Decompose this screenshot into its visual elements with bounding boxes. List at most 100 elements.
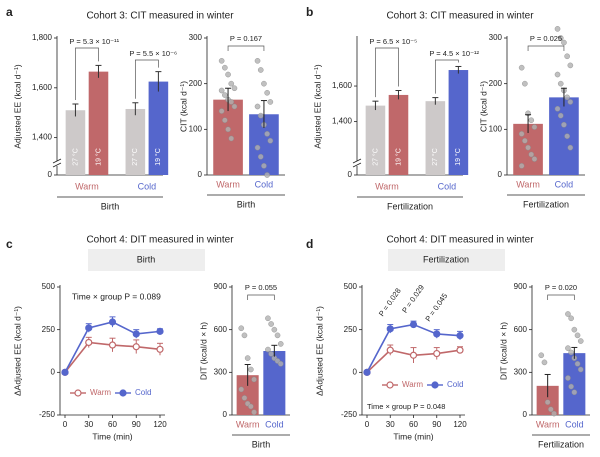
data-point (257, 153, 264, 160)
significance-bracket (134, 59, 159, 99)
y-tick-label: 100 (489, 124, 503, 133)
series-marker (108, 341, 117, 349)
data-point (265, 346, 271, 353)
series-marker (85, 324, 93, 332)
data-point (522, 137, 528, 144)
annotation: P = 5.5 × 10⁻⁶ (129, 49, 177, 58)
series-marker (132, 343, 140, 351)
axis-break (353, 161, 361, 166)
data-point (531, 156, 538, 162)
legend-label: Cold (447, 380, 463, 389)
bar (213, 99, 243, 175)
data-point (218, 108, 225, 114)
data-point (257, 112, 264, 119)
y-tick-label: 900 (514, 282, 528, 291)
y-tick-label: 1,600 (32, 83, 53, 92)
panel-title: Cohort 3: CIT measured in winter (86, 11, 234, 22)
data-point (218, 87, 225, 94)
axis-break-mark (52, 162, 62, 168)
y-tick-label: 100 (189, 124, 203, 133)
bar (148, 81, 169, 175)
data-point (548, 406, 554, 413)
series-marker (409, 351, 418, 359)
y-tick-label: 300 (189, 33, 203, 42)
annotation: P = 0.020 (545, 283, 577, 292)
data-point (571, 389, 578, 396)
data-point (528, 117, 535, 123)
data-point (261, 163, 267, 169)
x-axis-label: Time (min) (92, 431, 132, 441)
data-point (518, 163, 525, 169)
panel-letter: b (306, 5, 313, 19)
header-label: Birth (137, 254, 156, 264)
data-point (564, 133, 570, 139)
x-axis-label: Fertilization (523, 199, 569, 209)
y-tick-label: 300 (489, 33, 503, 42)
data-point (557, 80, 564, 87)
data-point (268, 321, 274, 327)
point-annotation: P = 0.028 (377, 286, 403, 318)
data-point (561, 121, 567, 128)
data-point (231, 103, 238, 110)
bar (448, 70, 469, 175)
data-point (265, 315, 271, 322)
bar-label: 19 °C (394, 148, 402, 166)
data-point (238, 325, 245, 332)
bar-label: 27 °C (431, 148, 439, 166)
bar-label: 19 °C (454, 148, 462, 166)
data-point (277, 341, 284, 347)
y-tick-label: -250 (341, 410, 358, 419)
data-point (577, 366, 584, 373)
significance-bracket (434, 59, 459, 94)
data-point (557, 112, 564, 119)
bar (365, 105, 386, 175)
x-axis-label: Time (min) (393, 431, 433, 441)
bar (65, 110, 86, 175)
series-marker (363, 368, 371, 376)
data-point (238, 386, 245, 393)
significance-bracket (375, 47, 399, 98)
axis-break-mark (352, 162, 362, 168)
x-tick-label: 60 (409, 420, 418, 429)
significance-bracket (547, 294, 575, 300)
data-point (557, 35, 564, 41)
x-axis-label: Birth (237, 199, 256, 209)
bar-label: 19 °C (154, 148, 162, 166)
data-point (231, 85, 238, 92)
y-tick-label: 0 (353, 367, 358, 376)
y-tick-label: 900 (214, 282, 228, 291)
y-tick-label: 0 (348, 170, 353, 179)
y-tick-label: 1,600 (332, 81, 353, 90)
legend-label: Cold (135, 388, 151, 397)
group-label: Cold (438, 181, 457, 191)
data-point (268, 351, 274, 357)
y-tick-label: -250 (39, 410, 56, 419)
significance-bracket (527, 45, 565, 51)
significance-bracket (227, 45, 265, 51)
x-tick-label: Cold (255, 179, 274, 189)
data-point (525, 144, 531, 151)
y-tick-label: 200 (189, 79, 203, 88)
data-point (225, 126, 231, 133)
header-box (88, 249, 205, 271)
data-point (564, 53, 570, 60)
bar (125, 108, 146, 175)
data-point (538, 352, 545, 359)
panel-letter: c (6, 237, 13, 251)
data-point (228, 99, 235, 105)
y-tick-label: 0 (48, 170, 53, 179)
x-tick-label: Warm (536, 419, 560, 429)
data-point (554, 26, 561, 32)
bar (563, 353, 586, 415)
y-axis-label: Adjusted EE (kcal d⁻¹) (312, 64, 322, 148)
x-tick-label: Warm (516, 179, 540, 189)
series-marker (409, 320, 418, 329)
data-point (267, 99, 274, 105)
y-axis-label: Adjusted EE (kcal d⁻¹) (12, 64, 22, 148)
legend-marker (74, 389, 82, 397)
data-point (254, 58, 261, 64)
data-point (528, 151, 535, 158)
x-tick-label: 120 (453, 420, 467, 429)
legend-marker (431, 381, 439, 389)
